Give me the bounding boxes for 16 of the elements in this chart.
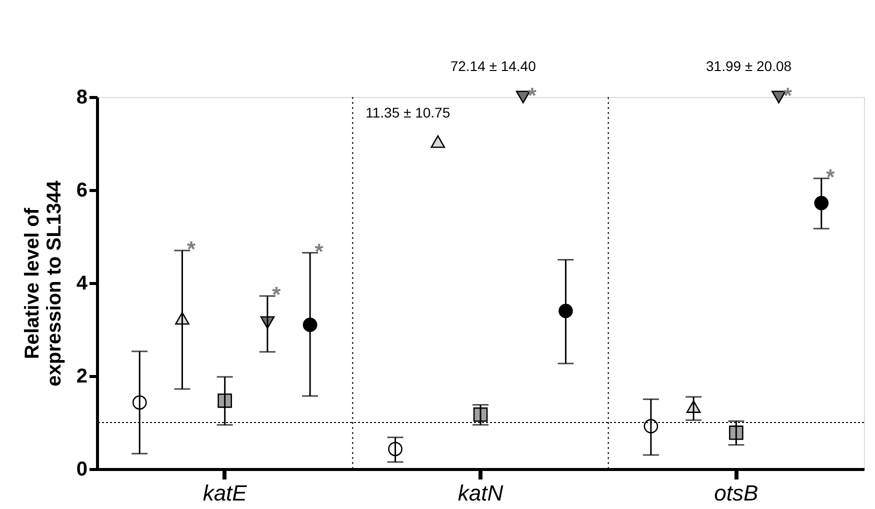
data-label: * <box>826 164 836 190</box>
y-tick-label: 6 <box>76 180 88 202</box>
x-tick-label: katE <box>202 480 248 506</box>
x-tick-label: otsB <box>714 480 758 506</box>
data-label: * <box>272 282 282 308</box>
text: 72.14 ± 14.40 <box>450 58 536 74</box>
y-tick-label: 0 <box>76 458 88 480</box>
data-label: * <box>186 236 196 262</box>
y-tick-label: 8 <box>76 86 88 108</box>
y-tick-label: 4 <box>76 272 88 294</box>
y-axis-title: Relative level of expression to SL1344 <box>21 180 66 386</box>
text: 31.99 ± 20.08 <box>706 58 792 74</box>
annotation: 11.35 ± 10.75 <box>366 104 450 120</box>
x-tick-label: katN <box>458 480 504 506</box>
y-tick-label: 2 <box>76 366 88 388</box>
data-label: * <box>314 238 324 264</box>
